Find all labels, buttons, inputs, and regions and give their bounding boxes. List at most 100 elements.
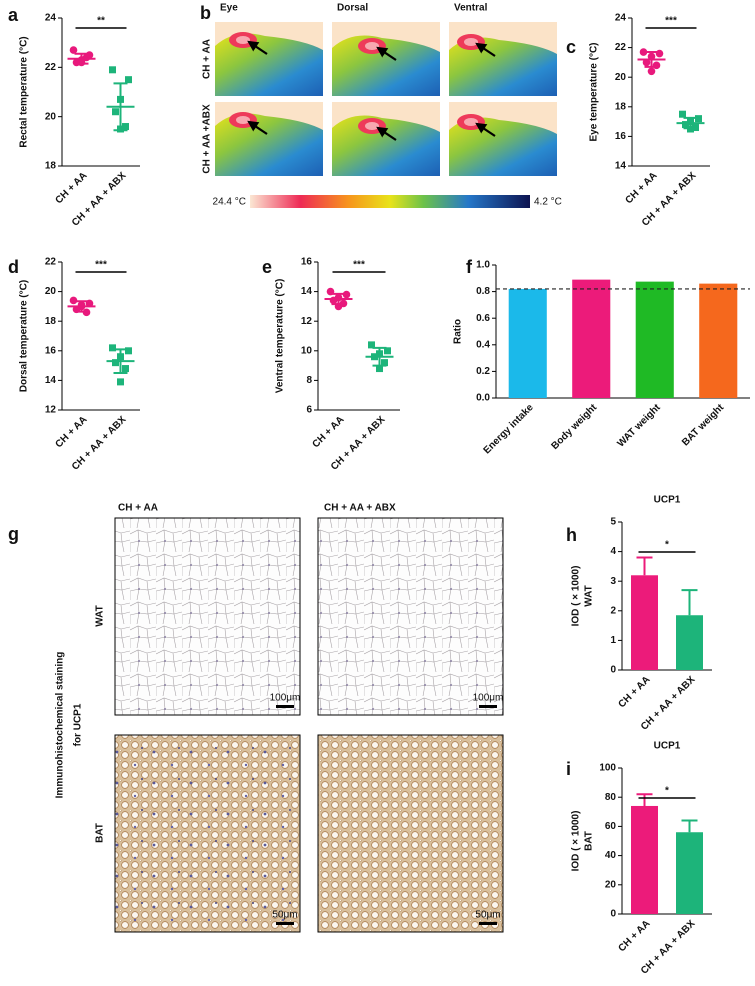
y-tick-label: 100 (599, 763, 616, 774)
data-point (652, 61, 661, 70)
data-point (329, 296, 338, 305)
row-label: WAT (95, 605, 106, 626)
data-point (122, 365, 129, 373)
error-bar (636, 793, 653, 806)
data-point (69, 296, 78, 305)
x-tick-label: CH + AA (53, 414, 89, 450)
arrow (376, 46, 397, 61)
error-bar (681, 589, 698, 616)
y-tick-label: 14 (301, 286, 313, 297)
bar (631, 575, 658, 670)
panel-letter: g (8, 524, 19, 544)
chart-title: UCP1 (654, 495, 681, 506)
thermal-hotspot (365, 42, 379, 50)
thermal-body (215, 113, 323, 176)
side-label: for UCP1 (73, 703, 84, 746)
y-tick-label: 5 (610, 517, 616, 528)
thermal-body (215, 33, 323, 96)
sd-bar (113, 82, 128, 132)
y-tick-label: 0 (610, 909, 616, 920)
thermal-hotspot (236, 116, 250, 124)
x-tick-label: CH + AA (616, 674, 652, 710)
data-point (117, 378, 124, 386)
y-tick-label: 0.0 (476, 393, 490, 404)
bar (572, 279, 611, 398)
data-point (69, 46, 78, 54)
panel-letter: f (466, 257, 473, 277)
sd-bar (644, 51, 659, 68)
y-tick-label: 80 (605, 792, 617, 803)
x-tick-label: CH + AA (616, 918, 652, 954)
bar (699, 283, 738, 398)
y-tick-label: 1 (610, 635, 616, 646)
y-tick-label: 0.6 (476, 313, 490, 324)
side-label: Immunohistochemical staining (55, 652, 66, 799)
y-tick-label: 20 (45, 286, 57, 297)
bar (631, 805, 658, 914)
x-tick-label: CH + AA (623, 170, 659, 206)
data-point (125, 347, 132, 355)
y-tick-label: 40 (605, 850, 617, 861)
data-point (682, 121, 689, 129)
significance-label: *** (95, 260, 107, 271)
thermal-hotspot (464, 118, 478, 126)
y-tick-label: 14 (615, 161, 627, 172)
sd-bar (683, 116, 698, 130)
data-point (342, 290, 351, 299)
data-point (679, 110, 686, 118)
significance-label: * (665, 786, 669, 797)
y-tick-label: 16 (301, 257, 313, 268)
y-tick-label: 0.2 (476, 366, 490, 377)
significance-label: ** (97, 16, 105, 27)
panel-letter: c (566, 37, 576, 57)
chart-title: UCP1 (654, 741, 681, 752)
x-tick-label: Body weight (549, 402, 599, 452)
panel-letter: h (566, 525, 577, 545)
y-tick-label: 12 (301, 316, 313, 327)
thermal-hotspot (365, 122, 379, 130)
y-tick-label: 8 (306, 375, 312, 386)
x-tick-label: Energy intake (482, 402, 536, 456)
y-tick-label: 10 (301, 345, 313, 356)
thermal-hotspot (236, 36, 250, 44)
data-point (384, 347, 391, 355)
scale-label: 4.2 °C (534, 197, 562, 208)
data-point (122, 123, 129, 131)
data-point (125, 76, 132, 84)
arrow (475, 122, 496, 137)
y-tick-label: 24 (45, 13, 57, 24)
y-tick-label: 16 (45, 345, 57, 356)
y-axis-label: Ratio (453, 319, 464, 344)
scale-bar-label: 50μm (272, 910, 297, 921)
panel-letter: a (8, 5, 19, 25)
y-tick-label: 18 (45, 161, 57, 172)
significance-label: *** (353, 260, 365, 271)
sd-bar (331, 292, 346, 306)
scale-bar-label: 50μm (475, 910, 500, 921)
sd-bar (113, 348, 128, 374)
thermal-body (332, 35, 440, 96)
data-point (109, 344, 116, 352)
data-point (655, 49, 664, 58)
y-tick-label: 6 (306, 405, 312, 416)
arrow (376, 126, 397, 141)
row-label: CH + AA +ABX (202, 104, 213, 174)
error-bar (636, 556, 653, 576)
column-label: Eye (220, 3, 238, 14)
y-tick-label: 2 (610, 605, 616, 616)
row-label: BAT (95, 823, 106, 843)
arrow (247, 40, 268, 55)
bar (676, 832, 703, 914)
arrow (247, 120, 268, 135)
y-tick-label: 1.0 (476, 260, 490, 271)
y-tick-label: 0.8 (476, 286, 490, 297)
data-point (381, 359, 388, 367)
y-tick-label: 18 (615, 101, 627, 112)
arrow (475, 42, 496, 57)
y-tick-label: 20 (615, 72, 627, 83)
error-bar (681, 819, 698, 833)
panel-letter: b (200, 3, 211, 23)
scale-bar (276, 705, 294, 708)
data-point (109, 66, 116, 74)
